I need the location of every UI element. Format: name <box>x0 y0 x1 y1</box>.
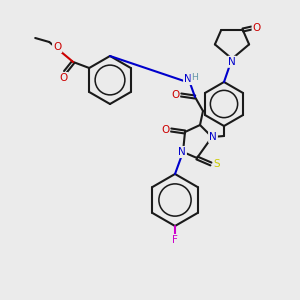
Text: O: O <box>53 42 61 52</box>
Text: S: S <box>214 159 220 169</box>
Text: H: H <box>192 73 198 82</box>
Text: N: N <box>228 57 236 67</box>
Text: O: O <box>253 23 261 33</box>
Text: O: O <box>171 90 179 100</box>
Text: O: O <box>161 125 169 135</box>
Text: N: N <box>178 147 186 157</box>
Text: O: O <box>59 73 67 83</box>
Text: N: N <box>209 132 217 142</box>
Text: F: F <box>172 235 178 245</box>
Text: N: N <box>184 74 192 84</box>
